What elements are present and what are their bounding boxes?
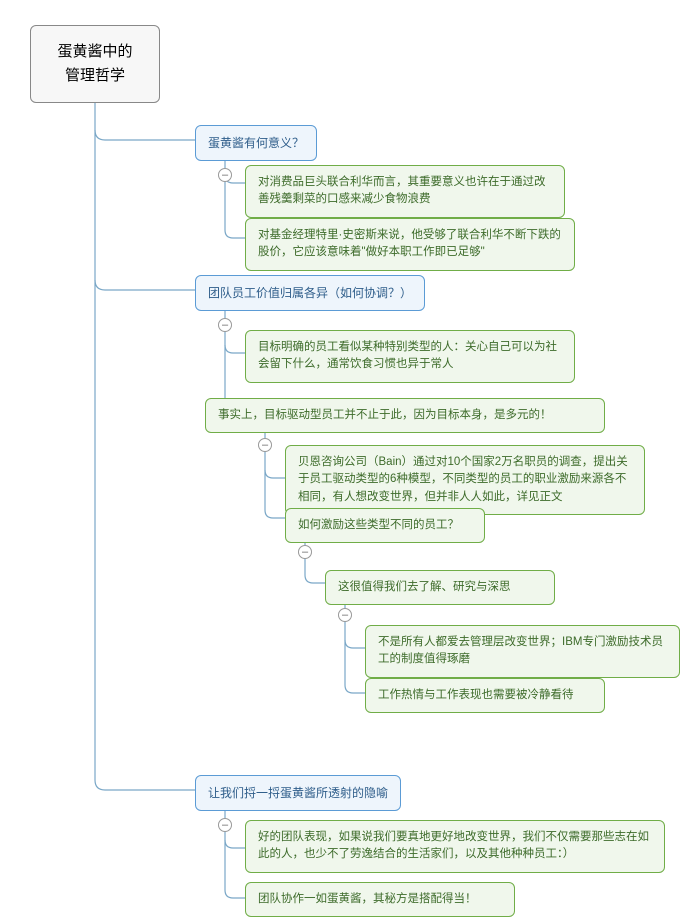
root-line2: 管理哲学 xyxy=(65,67,125,84)
branch2-g4-0[interactable]: 不是所有人都爱去管理层改变世界；IBM专门激励技术员工的制度值得琢磨 xyxy=(365,625,680,678)
branch1-item-0[interactable]: 对消费品巨头联合利华而言，其重要意义也许在于通过改善残羹剩菜的口感来减少食物浪费 xyxy=(245,165,565,218)
branch1-title[interactable]: 蛋黄酱有何意义？ xyxy=(195,125,317,161)
branch2-g4-1[interactable]: 工作热情与工作表现也需要被冷静看待 xyxy=(365,678,605,713)
branch2-g1-1[interactable]: 事实上，目标驱动型员工并不止于此，因为目标本身，是多元的！ xyxy=(205,398,605,433)
branch3-item-1[interactable]: 团队协作一如蛋黄酱，其秘方是搭配得当！ xyxy=(245,882,515,917)
branch3-item-0[interactable]: 好的团队表现，如果说我们要真地更好地改变世界，我们不仅需要那些志在如此的人，也少… xyxy=(245,820,665,873)
toggle-icon[interactable]: – xyxy=(218,168,232,182)
toggle-icon[interactable]: – xyxy=(298,545,312,559)
branch2-g1-0[interactable]: 目标明确的员工看似某种特别类型的人：关心自己可以为社会留下什么，通常饮食习惯也异… xyxy=(245,330,575,383)
branch1-item-1[interactable]: 对基金经理特里·史密斯来说，他受够了联合利华不断下跌的股价，它应该意味着"做好本… xyxy=(245,218,575,271)
branch3-title[interactable]: 让我们捋一捋蛋黄酱所透射的隐喻 xyxy=(195,775,401,811)
branch2-g2-1[interactable]: 如何激励这些类型不同的员工？ xyxy=(285,508,485,543)
toggle-icon[interactable]: – xyxy=(338,608,352,622)
branch2-g3[interactable]: 这很值得我们去了解、研究与深思 xyxy=(325,570,555,605)
toggle-icon[interactable]: – xyxy=(218,318,232,332)
toggle-icon[interactable]: – xyxy=(258,438,272,452)
branch2-g2-0[interactable]: 贝恩咨询公司（Bain）通过对10个国家2万名职员的调查，提出关于员工驱动类型的… xyxy=(285,445,645,515)
root-node[interactable]: 蛋黄酱中的 管理哲学 xyxy=(30,25,160,103)
root-line1: 蛋黄酱中的 xyxy=(57,43,132,60)
toggle-icon[interactable]: – xyxy=(218,818,232,832)
branch2-title[interactable]: 团队员工价值归属各异（如何协调？） xyxy=(195,275,425,311)
